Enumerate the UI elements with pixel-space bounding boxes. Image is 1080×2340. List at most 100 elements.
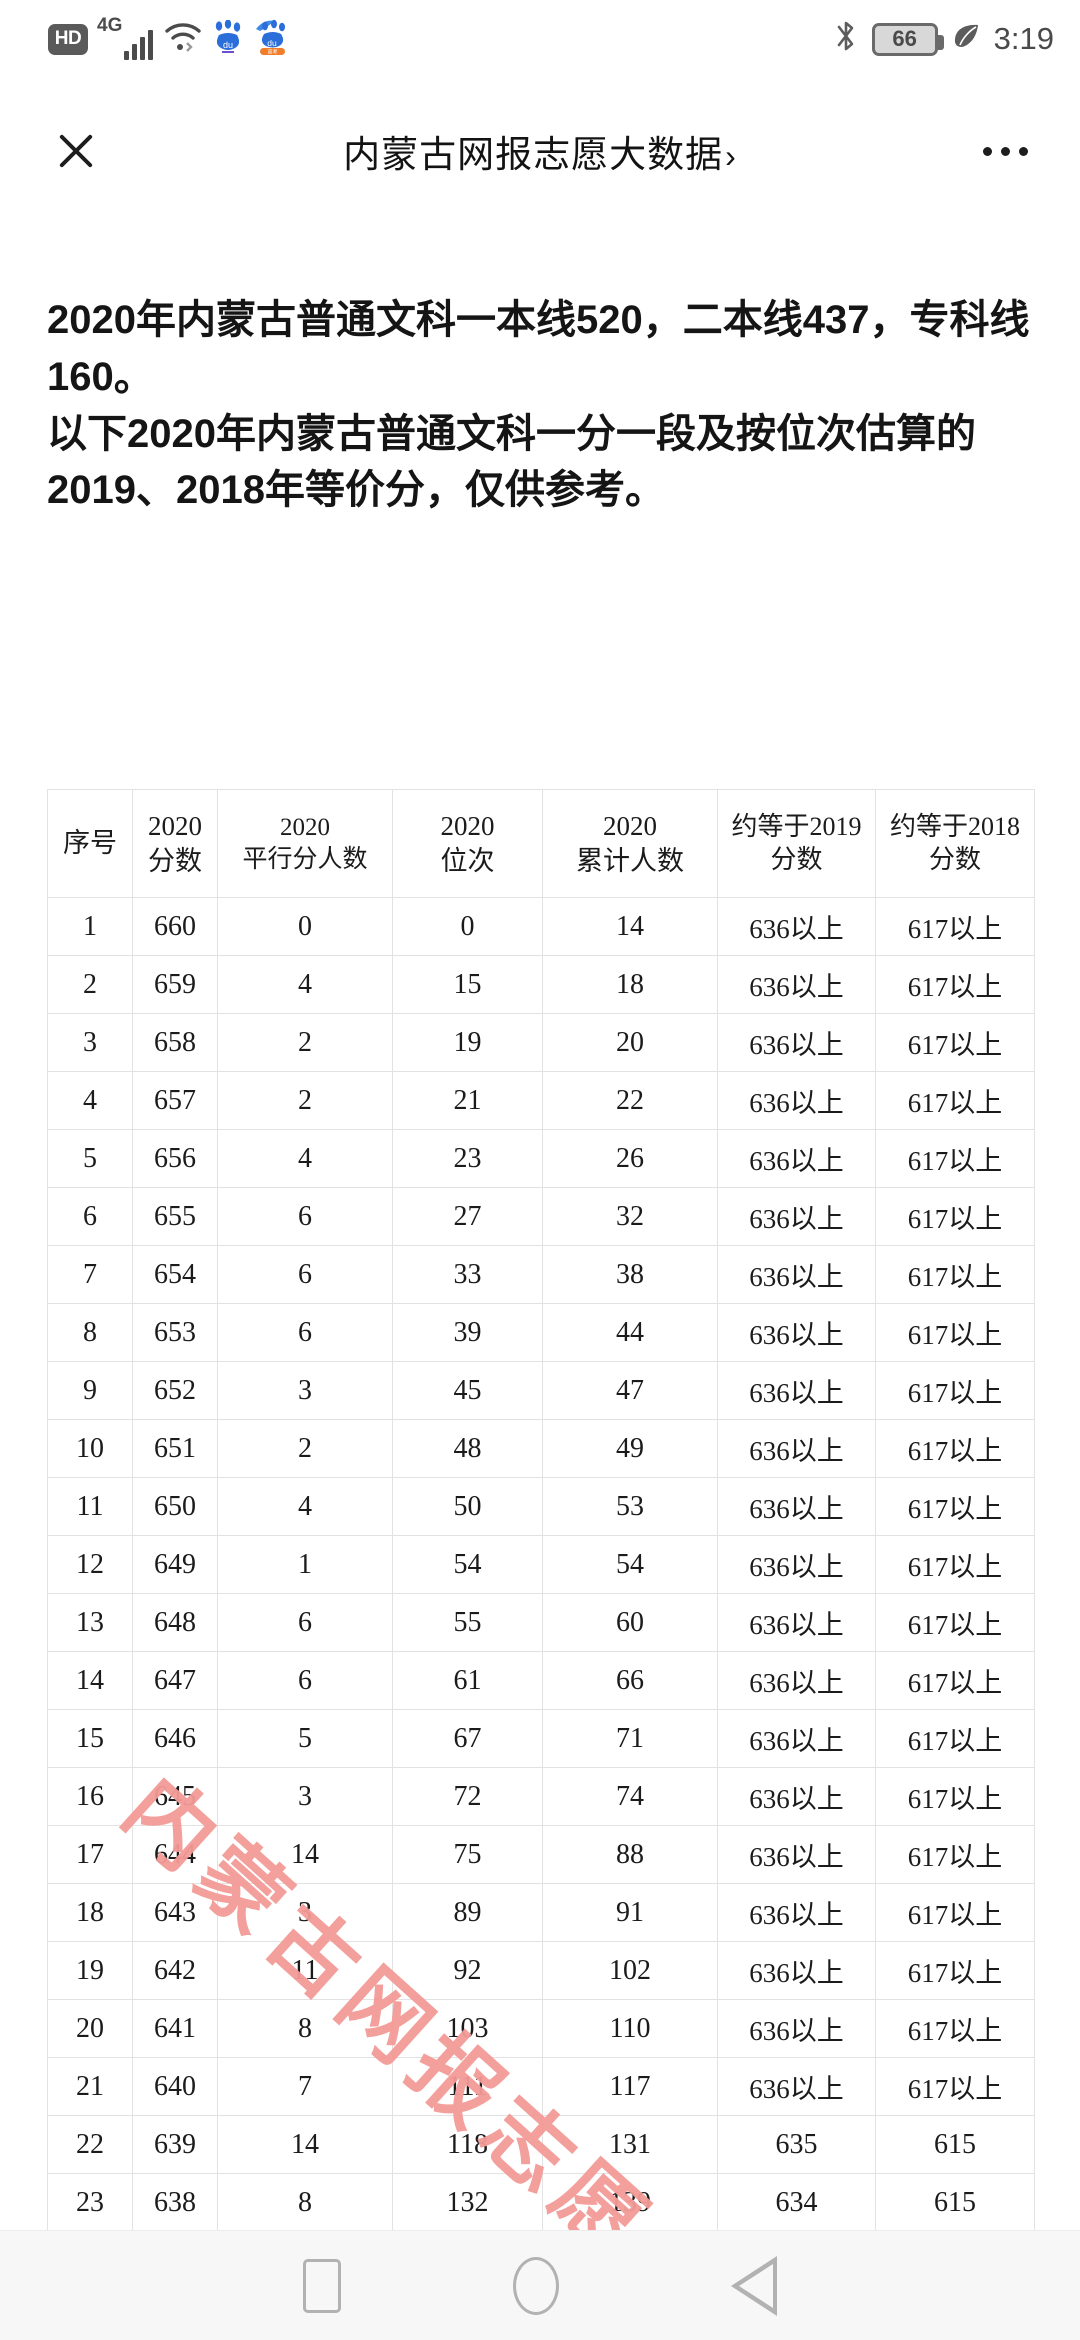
- article-body: 2020年内蒙古普通文科一本线520，二本线437，专科线160。 以下2020…: [47, 292, 1033, 519]
- cell-rank-2020: 23: [392, 1129, 543, 1188]
- cell-parallel-count-2020: 8: [217, 1999, 393, 2058]
- cell-cumulative-2020: 32: [542, 1187, 718, 1246]
- col-header-equiv-2019: 约等于2019 分数: [717, 789, 876, 898]
- cell-score-2020: 642: [132, 1941, 218, 2000]
- cell-index: 11: [47, 1477, 133, 1536]
- cell-rank-2020: 103: [392, 1999, 543, 2058]
- cell-score-2020: 647: [132, 1651, 218, 1710]
- cell-cumulative-2020: 38: [542, 1245, 718, 1304]
- cell-index: 18: [47, 1883, 133, 1942]
- cell-score-2020: 654: [132, 1245, 218, 1304]
- close-icon[interactable]: [52, 127, 100, 175]
- cell-cumulative-2020: 53: [542, 1477, 718, 1536]
- wifi-icon: [164, 22, 202, 57]
- cell-index: 7: [47, 1245, 133, 1304]
- table-row: 6 655 6 27 32 636以上 617以上: [47, 1187, 1035, 1246]
- power-saving-leaf-icon: [951, 22, 981, 56]
- svg-text:高考: 高考: [267, 48, 277, 54]
- cell-parallel-count-2020: 8: [217, 2173, 393, 2232]
- cell-score-2020: 641: [132, 1999, 218, 2058]
- cell-cumulative-2020: 117: [542, 2057, 718, 2116]
- cell-parallel-count-2020: 14: [217, 1825, 393, 1884]
- cell-cumulative-2020: 110: [542, 1999, 718, 2058]
- cell-rank-2020: 19: [392, 1013, 543, 1072]
- table-row: 16 645 3 72 74 636以上 617以上: [47, 1767, 1035, 1826]
- cell-index: 23: [47, 2173, 133, 2232]
- app-bar: 内蒙古网报志愿大数据›: [0, 96, 1080, 206]
- cell-index: 22: [47, 2115, 133, 2174]
- col-header-score-2020: 2020 分数: [132, 789, 218, 898]
- cell-index: 16: [47, 1767, 133, 1826]
- cell-rank-2020: 89: [392, 1883, 543, 1942]
- cell-rank-2020: 61: [392, 1651, 543, 1710]
- table-row: 3 658 2 19 20 636以上 617以上: [47, 1013, 1035, 1072]
- score-table-wrapper: 序号 2020 分数 2020 平行分人数 2020 位次 2020 累计人数: [47, 789, 1035, 2232]
- cell-cumulative-2020: 26: [542, 1129, 718, 1188]
- cell-equiv-2019: 636以上: [717, 1477, 876, 1536]
- more-options-icon[interactable]: [983, 146, 1028, 156]
- cell-equiv-2019: 636以上: [717, 1303, 876, 1362]
- cell-score-2020: 643: [132, 1883, 218, 1942]
- back-icon[interactable]: [731, 2255, 777, 2316]
- cell-index: 12: [47, 1535, 133, 1594]
- cell-equiv-2019: 635: [717, 2115, 876, 2174]
- cell-equiv-2019: 636以上: [717, 1999, 876, 2058]
- cell-equiv-2018: 617以上: [875, 1651, 1035, 1710]
- svg-text:du: du: [267, 38, 277, 48]
- recents-icon[interactable]: [303, 2258, 341, 2313]
- table-row: 10 651 2 48 49 636以上 617以上: [47, 1419, 1035, 1478]
- cell-cumulative-2020: 49: [542, 1419, 718, 1478]
- cell-equiv-2019: 636以上: [717, 1419, 876, 1478]
- cell-score-2020: 644: [132, 1825, 218, 1884]
- cell-equiv-2019: 636以上: [717, 2057, 876, 2116]
- cell-index: 6: [47, 1187, 133, 1246]
- table-row: 14 647 6 61 66 636以上 617以上: [47, 1651, 1035, 1710]
- cell-cumulative-2020: 20: [542, 1013, 718, 1072]
- home-icon[interactable]: [513, 2256, 559, 2315]
- cell-equiv-2018: 617以上: [875, 1999, 1035, 2058]
- cell-equiv-2018: 617以上: [875, 1187, 1035, 1246]
- cell-score-2020: 659: [132, 955, 218, 1014]
- cell-equiv-2019: 636以上: [717, 1361, 876, 1420]
- cell-score-2020: 650: [132, 1477, 218, 1536]
- cell-equiv-2018: 617以上: [875, 1709, 1035, 1768]
- table-row: 20 641 8 103 110 636以上 617以上: [47, 1999, 1035, 2058]
- cell-cumulative-2020: 60: [542, 1593, 718, 1652]
- cell-cumulative-2020: 139: [542, 2173, 718, 2232]
- cell-rank-2020: 67: [392, 1709, 543, 1768]
- cell-rank-2020: 55: [392, 1593, 543, 1652]
- cell-rank-2020: 118: [392, 2115, 543, 2174]
- cell-rank-2020: 33: [392, 1245, 543, 1304]
- cell-equiv-2019: 634: [717, 2173, 876, 2232]
- cell-equiv-2018: 617以上: [875, 955, 1035, 1014]
- table-row: 1 660 0 0 14 636以上 617以上: [47, 897, 1035, 956]
- hd-icon: HD: [48, 23, 88, 55]
- cell-equiv-2019: 636以上: [717, 1013, 876, 1072]
- table-row: 9 652 3 45 47 636以上 617以上: [47, 1361, 1035, 1420]
- cell-index: 1: [47, 897, 133, 956]
- cell-equiv-2019: 636以上: [717, 1651, 876, 1710]
- page-title[interactable]: 内蒙古网报志愿大数据›: [343, 124, 737, 178]
- cell-parallel-count-2020: 6: [217, 1245, 393, 1304]
- cell-score-2020: 646: [132, 1709, 218, 1768]
- table-row: 19 642 11 92 102 636以上 617以上: [47, 1941, 1035, 2000]
- cell-rank-2020: 48: [392, 1419, 543, 1478]
- cell-score-2020: 653: [132, 1303, 218, 1362]
- cell-parallel-count-2020: 6: [217, 1187, 393, 1246]
- table-row: 12 649 1 54 54 636以上 617以上: [47, 1535, 1035, 1594]
- cell-equiv-2018: 615: [875, 2115, 1035, 2174]
- score-distribution-table: 序号 2020 分数 2020 平行分人数 2020 位次 2020 累计人数: [47, 789, 1035, 2232]
- cell-rank-2020: 50: [392, 1477, 543, 1536]
- cell-equiv-2019: 636以上: [717, 955, 876, 1014]
- cell-parallel-count-2020: 3: [217, 1361, 393, 1420]
- cell-equiv-2018: 617以上: [875, 1535, 1035, 1594]
- cell-rank-2020: 111: [392, 2057, 543, 2116]
- cell-rank-2020: 39: [392, 1303, 543, 1362]
- cell-score-2020: 640: [132, 2057, 218, 2116]
- cell-equiv-2019: 636以上: [717, 1825, 876, 1884]
- cell-rank-2020: 0: [392, 897, 543, 956]
- cell-equiv-2018: 617以上: [875, 1361, 1035, 1420]
- article-paragraph-1: 2020年内蒙古普通文科一本线520，二本线437，专科线160。: [47, 298, 1030, 399]
- cell-index: 9: [47, 1361, 133, 1420]
- cell-equiv-2018: 617以上: [875, 1419, 1035, 1478]
